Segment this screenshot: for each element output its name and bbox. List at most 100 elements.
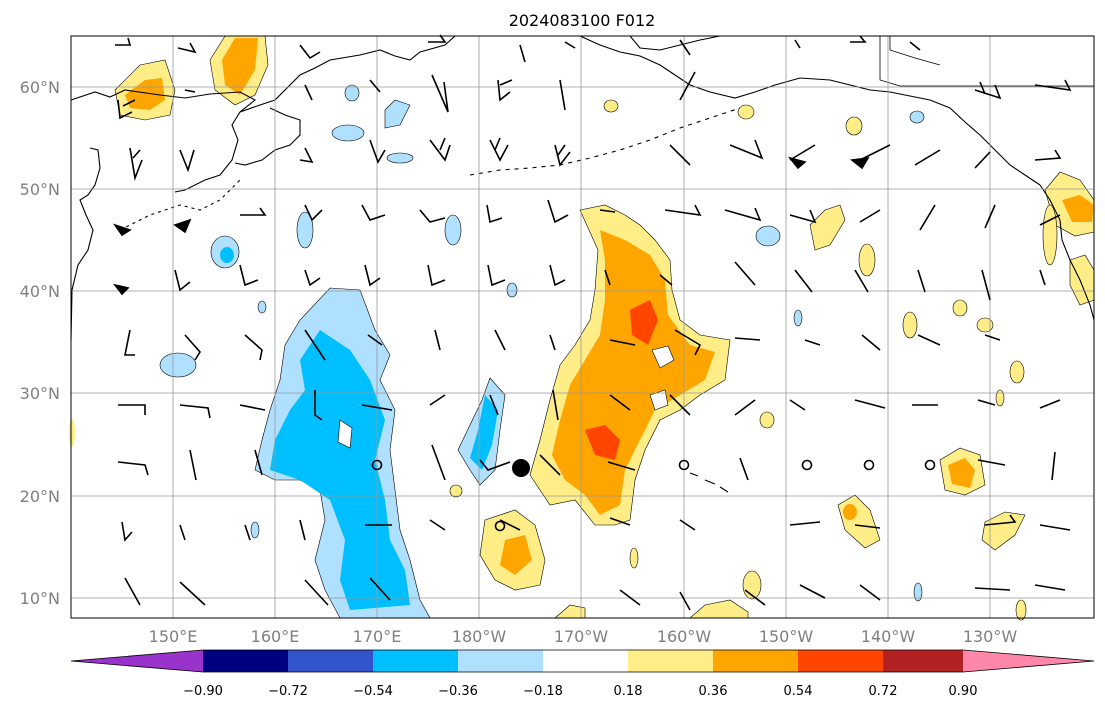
colorbar-tick-label: 0.36 xyxy=(699,684,728,699)
lon-label: 150°E xyxy=(149,627,198,646)
colorbar-tick-label: −0.90 xyxy=(183,684,223,699)
wind-barb xyxy=(240,207,267,216)
coastline-alaska-north xyxy=(629,35,721,51)
pos-region-e6 xyxy=(1009,360,1025,384)
wind-barb xyxy=(679,591,691,611)
colorbar-segment xyxy=(883,650,963,672)
storm-track-point xyxy=(678,459,690,471)
wind-barb xyxy=(179,581,206,606)
wind-barb xyxy=(1039,399,1061,409)
wind-barb xyxy=(679,71,696,101)
wind-barb xyxy=(984,514,1017,526)
wind-barb xyxy=(497,79,513,102)
wind-barb xyxy=(859,209,881,223)
lat-label: 40°N xyxy=(20,282,60,301)
wind-barb xyxy=(977,399,996,406)
colorbar-tick-label: −0.36 xyxy=(438,684,478,699)
latitude-labels: 60°N 50°N 40°N 30°N 20°N 10°N xyxy=(20,78,60,608)
wind-barb xyxy=(299,44,321,60)
colorbar-tick-label: −0.18 xyxy=(523,684,563,699)
wind-barb xyxy=(179,149,195,173)
wind-barb xyxy=(304,579,329,606)
border-canada-us xyxy=(879,36,1094,87)
pos-region-s6 xyxy=(69,419,75,447)
wind-barb xyxy=(314,390,323,421)
lat-label: 10°N xyxy=(20,589,60,608)
wind-barb xyxy=(804,339,821,346)
pos-region-se1-core xyxy=(948,458,975,488)
wind-barb xyxy=(539,454,561,476)
wind-barb xyxy=(431,74,449,113)
storm-track-point xyxy=(801,459,813,471)
wind-barb xyxy=(549,264,566,287)
colorbar-tick-label: −0.72 xyxy=(268,684,308,699)
wind-barb xyxy=(304,84,313,101)
lon-label: 130°W xyxy=(963,627,1018,646)
pos-region-e3 xyxy=(902,311,918,339)
pos-region-e8 xyxy=(845,116,863,136)
wind-barb xyxy=(1034,149,1062,161)
pos-region-e10 xyxy=(737,104,755,120)
colorbar-segment xyxy=(713,650,798,672)
map-panel xyxy=(69,34,1095,621)
wind-barb xyxy=(669,144,691,166)
wind-barb xyxy=(244,524,251,541)
pos-region-hole2 xyxy=(649,389,669,411)
wind-barb xyxy=(118,404,146,415)
wind-barb xyxy=(917,334,941,346)
wind-barb xyxy=(744,589,766,606)
wind-barb xyxy=(177,42,197,54)
wind-barb xyxy=(854,399,886,409)
neg-region-n12 xyxy=(250,521,260,539)
neg-region-n13 xyxy=(913,582,923,602)
colorbar-segment xyxy=(543,650,628,672)
wind-barb xyxy=(117,99,136,120)
wind-barb-pennant xyxy=(112,283,130,296)
wind-barb xyxy=(679,39,691,56)
wind-barb xyxy=(859,584,881,601)
map-frame xyxy=(70,35,1095,619)
storm-track-point xyxy=(863,459,875,471)
wind-barb xyxy=(254,449,263,476)
wind-barb xyxy=(369,79,381,93)
wind-barb xyxy=(1039,214,1061,226)
neg-region-n9 xyxy=(506,282,518,298)
wind-barb xyxy=(799,584,826,599)
coastline-nw-america xyxy=(1039,184,1095,321)
positive-shading xyxy=(69,35,1095,621)
coastline-alaska xyxy=(579,35,1041,186)
negative-shading xyxy=(159,84,925,619)
wind-barb xyxy=(724,207,762,222)
wind-barb xyxy=(794,269,813,293)
wind-barb xyxy=(734,399,756,416)
lon-label: 180°W xyxy=(452,627,507,646)
wind-barb xyxy=(789,521,821,526)
wind-barb xyxy=(599,209,616,213)
wind-barb xyxy=(244,334,263,361)
pos-region-main-peak2 xyxy=(585,425,620,460)
wind-barb xyxy=(431,444,446,481)
neg-region-sw xyxy=(159,352,197,378)
pos-region-se2-core xyxy=(843,504,857,520)
colorbar: −0.90 −0.72 −0.54 −0.36 −0.18 0.18 0.36 … xyxy=(70,649,1095,699)
wind-barb xyxy=(917,269,926,293)
colorbar-tick-label: 0.90 xyxy=(949,684,978,699)
wind-barb xyxy=(734,337,761,341)
wind-barb-pennant xyxy=(850,157,870,170)
wind-barb xyxy=(552,389,559,421)
wind-barb xyxy=(299,519,306,541)
lat-label: 60°N xyxy=(20,78,60,97)
colorbar-segment xyxy=(373,650,458,672)
wind-barb xyxy=(429,519,446,531)
neg-region-tropic-core xyxy=(470,395,498,470)
wind-barb xyxy=(179,404,211,419)
coastlines xyxy=(70,35,1095,493)
wind-barb xyxy=(1034,584,1066,591)
storm-track-point xyxy=(371,459,383,471)
wind-barb xyxy=(239,404,266,411)
wind-barb xyxy=(367,334,383,346)
wind-barb xyxy=(304,204,323,222)
lat-label: 20°N xyxy=(20,487,60,506)
neg-region-n2 xyxy=(384,99,411,129)
colorbar-tick-label: 0.18 xyxy=(614,684,643,699)
